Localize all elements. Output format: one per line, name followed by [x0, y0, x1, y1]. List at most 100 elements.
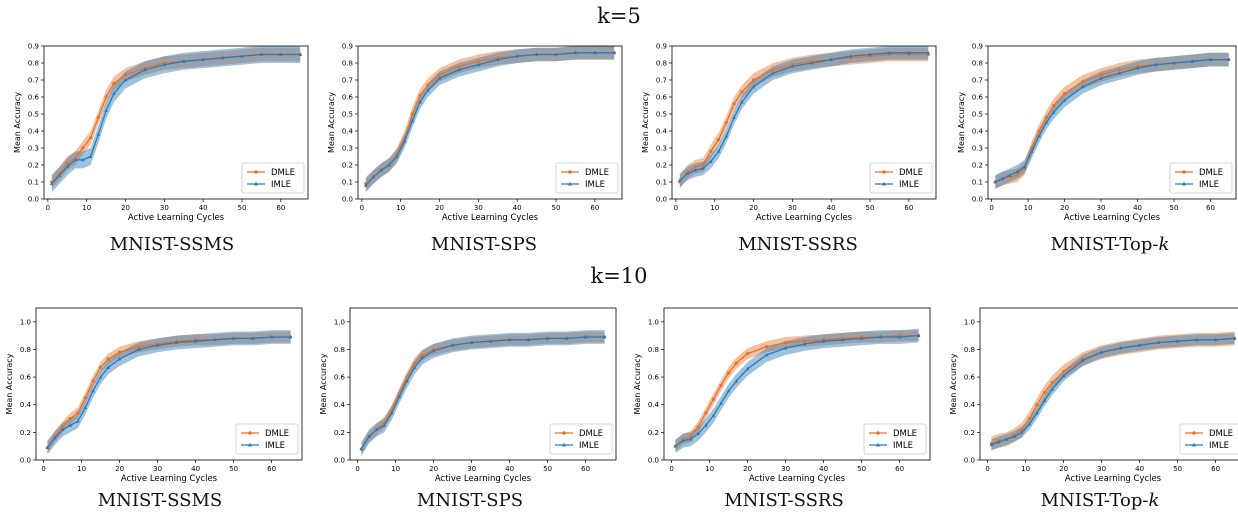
data-point	[279, 52, 283, 56]
data-point	[740, 100, 744, 104]
data-point	[1062, 98, 1067, 102]
data-point	[727, 371, 731, 375]
data-point	[1117, 68, 1121, 72]
x-tick-label: 0	[985, 465, 989, 473]
data-point	[732, 102, 736, 106]
legend-label-dmle: DMLE	[585, 168, 609, 178]
y-axis-label: Mean Accuracy	[13, 92, 22, 153]
data-point	[1022, 164, 1027, 169]
data-point	[1020, 428, 1024, 432]
data-point	[790, 64, 795, 68]
x-tick-label: 60	[1206, 204, 1215, 212]
data-point	[118, 350, 122, 354]
legend-marker	[1182, 170, 1186, 174]
y-tick-label: 0.3	[972, 145, 983, 153]
x-tick-label: 60	[267, 465, 276, 473]
data-point	[740, 90, 744, 94]
x-tick-label: 10	[1021, 465, 1030, 473]
series-band-imle	[361, 330, 605, 456]
y-axis-label: Mean Accuracy	[633, 353, 642, 414]
y-tick-label: 0.8	[656, 60, 667, 68]
panel-caption: MNIST-Top-k	[1000, 234, 1220, 255]
data-point	[65, 161, 69, 165]
legend-marker	[562, 431, 566, 435]
y-axis-label: Mean Accuracy	[949, 353, 958, 414]
y-axis-label: Mean Accuracy	[327, 92, 336, 153]
data-point	[269, 335, 274, 339]
y-tick-label: 0.6	[342, 94, 354, 102]
x-tick-label: 20	[429, 465, 438, 473]
data-point	[371, 174, 376, 179]
data-point	[711, 397, 715, 401]
data-point	[104, 108, 108, 112]
x-tick-label: 40	[199, 204, 208, 212]
data-point	[359, 446, 364, 451]
chart-panel: 0 10 20 30 40 50 60 0.0 0.1 0.2 0.3 0.4 0.5 0.6 0.7 0.8…	[8, 40, 316, 233]
data-point	[1044, 120, 1049, 124]
data-point	[98, 375, 103, 379]
data-point	[840, 337, 845, 342]
data-point	[907, 50, 911, 55]
data-point	[1081, 84, 1085, 89]
data-point	[1015, 169, 1019, 174]
x-tick-label: 60	[581, 465, 590, 473]
data-point	[583, 335, 588, 339]
y-axis-label: Mean Accuracy	[641, 92, 650, 153]
data-point	[771, 68, 775, 72]
data-point	[382, 423, 386, 427]
x-axis-label: Active Learning Cycles	[121, 474, 218, 484]
legend-label-imle: IMLE	[271, 180, 291, 190]
data-point	[418, 93, 422, 97]
data-point	[395, 154, 399, 158]
data-point	[379, 168, 384, 172]
x-tick-label: 10	[710, 204, 719, 212]
series-band-imle	[365, 46, 615, 193]
data-point	[704, 411, 708, 415]
series-line-imle	[679, 52, 929, 181]
data-point	[554, 52, 558, 56]
x-tick-label: 40	[513, 204, 522, 212]
x-tick-label: 30	[153, 465, 162, 473]
data-point	[117, 357, 122, 361]
y-tick-label: 1.0	[20, 318, 31, 326]
panel-caption-text: MNIST-SPS	[430, 234, 538, 255]
y-tick-label: 0.1	[28, 179, 39, 187]
data-point	[390, 411, 394, 415]
data-point	[437, 73, 442, 77]
x-axis-label: Active Learning Cycles	[435, 474, 532, 484]
x-tick-label: 0	[46, 204, 50, 212]
y-tick-label: 0.9	[28, 43, 39, 51]
data-point	[374, 427, 379, 431]
data-point	[734, 361, 738, 365]
x-tick-label: 10	[705, 465, 714, 473]
y-tick-label: 0.5	[28, 111, 39, 119]
data-point	[49, 181, 54, 186]
y-tick-label: 0.6	[656, 94, 668, 102]
x-tick-label: 50	[866, 204, 875, 212]
data-point	[420, 355, 424, 360]
data-point	[431, 348, 436, 353]
y-tick-label: 0.4	[342, 128, 354, 136]
series-band-imle	[51, 46, 301, 193]
data-point	[68, 423, 72, 427]
y-tick-label: 0.6	[20, 374, 32, 382]
data-point	[802, 341, 807, 346]
x-tick-label: 20	[115, 465, 124, 473]
data-point	[402, 139, 407, 143]
data-point	[1004, 437, 1009, 441]
x-tick-label: 60	[276, 204, 285, 212]
y-tick-label: 0.4	[972, 128, 984, 136]
y-tick-label: 0.7	[28, 77, 39, 85]
x-tick-label: 40	[1135, 465, 1144, 473]
data-point	[783, 346, 788, 350]
data-point	[413, 361, 417, 365]
plot-frame	[35, 307, 303, 461]
data-point	[437, 76, 442, 80]
y-tick-label: 0.0	[28, 196, 39, 204]
y-axis-label: Mean Accuracy	[319, 353, 328, 414]
data-point	[76, 411, 80, 415]
x-tick-label: 30	[1097, 465, 1106, 473]
data-point	[363, 183, 368, 187]
panel-caption: MNIST-SSMS	[50, 490, 270, 511]
x-tick-label: 0	[989, 204, 993, 212]
